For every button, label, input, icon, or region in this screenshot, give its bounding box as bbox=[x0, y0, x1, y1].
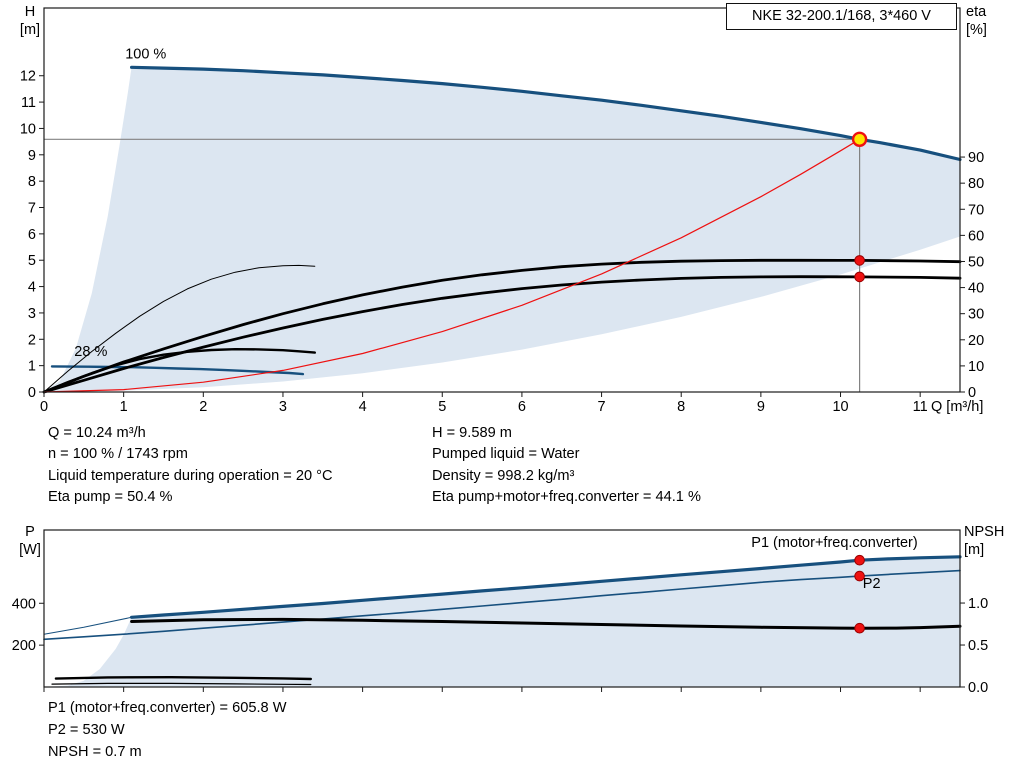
summary-eta-total: Eta pump+motor+freq.converter = 44.1 % bbox=[432, 489, 701, 506]
p1-curve bbox=[130, 555, 962, 619]
duty-point[interactable] bbox=[851, 131, 868, 148]
qh-chart: 0 1 2 3 4 5 6 7 8 9 10 1101234567891011120102030405… bbox=[20, 7, 984, 415]
summary-flow: Q = 10.24 m³/h bbox=[48, 425, 146, 441]
p2-point bbox=[854, 570, 865, 582]
p28-curve-a bbox=[54, 676, 312, 681]
x-tick-label: 6 bbox=[518, 399, 526, 415]
y-right-tick-label: 20 bbox=[968, 333, 984, 349]
x-tick-label: 9 bbox=[757, 399, 765, 415]
x-tick-label: 10 bbox=[832, 399, 848, 415]
power-summary: P1 (motor+freq.converter) = 605.8 W P2 =… bbox=[48, 698, 286, 763]
y-left-tick-label: 200 bbox=[12, 638, 36, 654]
p-axis-label-line2: [W] bbox=[19, 542, 41, 558]
eta-pump-point bbox=[854, 255, 865, 266]
y-right-tick-label: 40 bbox=[968, 281, 984, 297]
p-axis-label-line1: P bbox=[25, 524, 35, 540]
summary-speed: n = 100 % / 1743 rpm bbox=[48, 446, 188, 463]
y-right-tick-label: 80 bbox=[968, 176, 984, 192]
label-p2: P2 bbox=[863, 576, 881, 592]
footer-p2: P2 = 530 W bbox=[48, 721, 125, 738]
duty-summary-right: H = 9.589 m Pumped liquid = Water Densit… bbox=[432, 423, 701, 509]
summary-liquid: Pumped liquid = Water bbox=[432, 446, 580, 463]
summary-temp: Liquid temperature during operation = 20… bbox=[48, 467, 333, 484]
y-left-tick-label: 10 bbox=[20, 121, 36, 137]
npsh-point bbox=[854, 622, 865, 634]
eta-pump-curve-28 bbox=[43, 264, 316, 393]
eta-axis-label: eta [%] bbox=[966, 3, 987, 39]
qh-plot-border bbox=[43, 7, 961, 393]
pump-curve-100 bbox=[130, 65, 962, 162]
eta-pump-curve-100 bbox=[42, 258, 962, 394]
y-left-tick-label: 400 bbox=[12, 596, 36, 612]
label-speed-100: 100 % bbox=[125, 47, 166, 63]
qh-operating-envelope bbox=[44, 67, 960, 392]
npsh-curve bbox=[130, 617, 962, 630]
label-p1: P1 (motor+freq.converter) bbox=[751, 535, 917, 551]
x-tick-label: 5 bbox=[438, 399, 446, 415]
y-left-tick-label: 2 bbox=[28, 332, 36, 348]
y-left-tick-label: 12 bbox=[20, 69, 36, 85]
h-axis-label: H [m] bbox=[14, 3, 46, 39]
y-left-tick-label: 9 bbox=[28, 148, 36, 164]
eta-total-curve-100 bbox=[42, 275, 962, 394]
y-right-tick-label: 30 bbox=[968, 307, 984, 323]
p2-curve bbox=[43, 569, 961, 641]
y-right-tick-label: 0 bbox=[968, 385, 976, 401]
x-tick-label: 8 bbox=[677, 399, 685, 415]
x-tick-label: 11 bbox=[913, 399, 928, 415]
x-tick-label: 1 bbox=[120, 399, 128, 415]
summary-density: Density = 998.2 kg/m³ bbox=[432, 467, 575, 484]
y-left-tick-label: 3 bbox=[28, 306, 36, 322]
p28-curve-b bbox=[51, 682, 312, 686]
npsh-axis-label-line2: [m] bbox=[964, 542, 985, 558]
power-plot-border bbox=[43, 529, 961, 688]
x-tick-label: 7 bbox=[598, 399, 606, 415]
y-right-tick-label: 60 bbox=[968, 228, 984, 244]
label-speed-28: 28 % bbox=[74, 344, 107, 360]
x-tick-label: 3 bbox=[279, 399, 287, 415]
y-left-tick-label: 8 bbox=[28, 174, 36, 190]
y-right-tick-label: 90 bbox=[968, 150, 984, 166]
y-left-tick-label: 7 bbox=[28, 201, 36, 217]
y-left-tick-label: 4 bbox=[28, 280, 36, 296]
h-axis-label-line2: [m] bbox=[19, 22, 41, 38]
y-right-tick-label: 50 bbox=[968, 254, 984, 270]
footer-npsh: NPSH = 0.7 m bbox=[48, 743, 142, 760]
affinity-curve bbox=[43, 138, 861, 393]
eta-axis-label-line2: [%] bbox=[966, 22, 987, 38]
q-axis-label: Q [m³/h] bbox=[931, 399, 984, 415]
p1-point bbox=[854, 554, 865, 566]
y-left-tick-label: 11 bbox=[21, 95, 36, 111]
p1-extension-curve bbox=[43, 616, 133, 635]
power-chart: 200 400 0.0 0.5 1.0 P1 (motor+freq.converter)… bbox=[12, 529, 988, 696]
h-axis-label-line1: H bbox=[24, 4, 36, 20]
x-tick-label: 2 bbox=[199, 399, 207, 415]
x-tick-label: 0 bbox=[40, 399, 48, 415]
y-left-tick-label: 5 bbox=[28, 253, 36, 269]
npsh-axis-label: NPSH [m] bbox=[964, 523, 1004, 559]
eta-total-curve-28 bbox=[42, 348, 316, 394]
footer-p1: P1 (motor+freq.converter) = 605.8 W bbox=[48, 700, 287, 716]
eta-axis-label-line1: eta bbox=[966, 4, 987, 20]
npsh-axis-label-line1: NPSH bbox=[964, 524, 1005, 540]
pump-title-box: NKE 32-200.1/168, 3*460 V bbox=[726, 3, 957, 30]
x-tick-label: 4 bbox=[359, 399, 367, 415]
y-left-tick-label: 6 bbox=[28, 227, 36, 243]
summary-head: H = 9.589 m bbox=[432, 425, 512, 441]
y-right-tick-label: 10 bbox=[968, 359, 984, 375]
y-right-tick-label: 1.0 bbox=[968, 596, 988, 612]
y-left-tick-label: 1 bbox=[28, 359, 36, 375]
y-right-tick-label: 70 bbox=[968, 202, 984, 218]
duty-summary: Q = 10.24 m³/h n = 100 % / 1743 rpm Liqu… bbox=[48, 423, 978, 519]
y-right-tick-label: 0.5 bbox=[968, 638, 988, 654]
eta-total-point bbox=[854, 271, 865, 283]
p-axis-label: P [W] bbox=[14, 523, 46, 559]
duty-summary-left: Q = 10.24 m³/h n = 100 % / 1743 rpm Liqu… bbox=[48, 423, 333, 509]
y-left-tick-label: 0 bbox=[28, 385, 36, 401]
summary-eta-pump: Eta pump = 50.4 % bbox=[48, 489, 173, 506]
y-right-tick-label: 0.0 bbox=[968, 680, 988, 696]
